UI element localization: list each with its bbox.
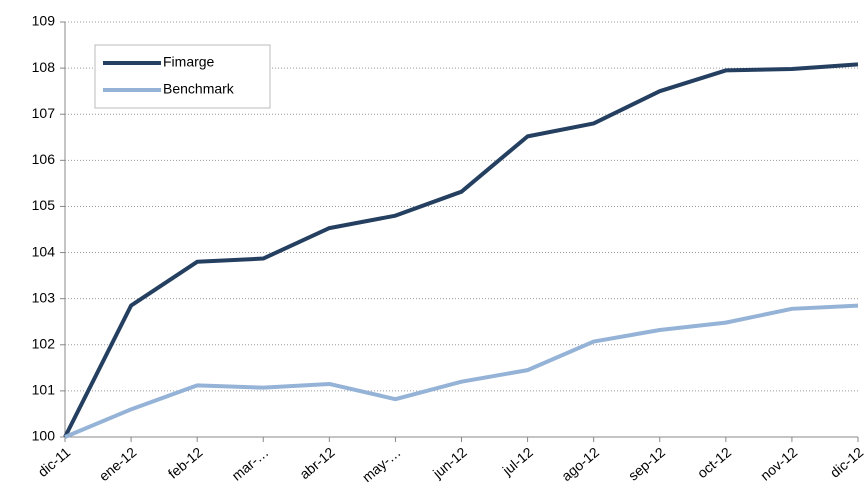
legend-label: Fimarge (163, 54, 215, 70)
legend-label: Benchmark (163, 81, 235, 97)
legend-box (94, 44, 271, 109)
x-tick-label: dic-12 (827, 444, 865, 481)
x-tick-label: ene-12 (96, 444, 140, 484)
x-tick-label: jul-12 (499, 444, 536, 479)
x-tick-label: sep-12 (625, 444, 668, 484)
y-tick-label: 107 (32, 105, 56, 121)
x-tick-label: feb-12 (165, 444, 206, 482)
y-tick-label: 103 (32, 289, 56, 305)
y-tick-label: 101 (32, 382, 56, 398)
x-tick-label: dic-11 (35, 444, 74, 480)
y-tick-label: 104 (32, 243, 56, 259)
x-tick-label: mar-… (229, 444, 272, 484)
y-tick-label: 108 (32, 59, 56, 75)
y-tick-label: 100 (32, 428, 56, 444)
y-tick-label: 109 (32, 13, 56, 29)
x-tick-label: nov-12 (757, 444, 800, 484)
x-tick-label: oct-12 (694, 444, 734, 481)
x-tick-label: jun-12 (429, 444, 470, 482)
line-series (63, 62, 859, 438)
y-tick-label: 106 (32, 151, 56, 167)
line-series (64, 303, 859, 439)
y-tick-label: 102 (32, 335, 56, 351)
x-tick-label: ago-12 (558, 444, 602, 484)
x-tick-label: may-… (359, 444, 404, 485)
y-tick-label: 105 (32, 197, 56, 213)
x-tick-label: abr-12 (296, 444, 337, 482)
